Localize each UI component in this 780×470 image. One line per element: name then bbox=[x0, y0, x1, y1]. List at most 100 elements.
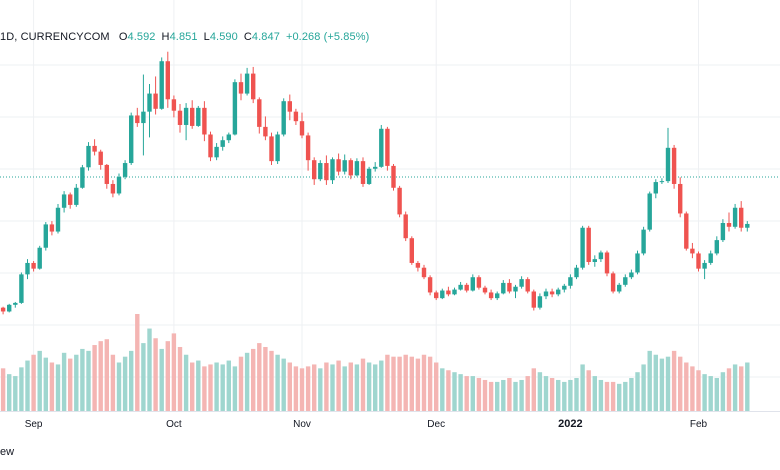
volume-bar bbox=[452, 372, 457, 411]
candle bbox=[482, 285, 488, 295]
volume-bar bbox=[391, 356, 396, 411]
candle bbox=[68, 192, 73, 209]
candle bbox=[74, 183, 79, 207]
candle-body bbox=[80, 167, 85, 188]
candle-body bbox=[434, 292, 439, 299]
candle-body bbox=[409, 238, 414, 263]
volume-bar bbox=[147, 328, 152, 411]
candle-body bbox=[726, 222, 732, 227]
x-tick-label: 2022 bbox=[558, 418, 582, 430]
volume-bar bbox=[464, 376, 469, 411]
candle-body bbox=[665, 147, 671, 182]
volume-bar bbox=[342, 366, 347, 411]
candle bbox=[702, 260, 707, 280]
candle bbox=[226, 132, 231, 144]
low-label: L bbox=[203, 31, 210, 43]
volume-bar bbox=[678, 356, 683, 411]
candle-body bbox=[641, 229, 646, 254]
volume-bar bbox=[129, 350, 134, 411]
volume-bar bbox=[7, 374, 12, 411]
candle bbox=[312, 157, 317, 185]
candle-body bbox=[678, 183, 683, 214]
volume-bar bbox=[732, 364, 738, 411]
candle bbox=[610, 271, 616, 294]
volume-bar bbox=[37, 350, 42, 411]
volume-bar bbox=[574, 378, 579, 411]
close-label: C bbox=[243, 31, 252, 43]
candle bbox=[415, 261, 421, 272]
volume-bar bbox=[696, 370, 701, 411]
volume-bar bbox=[549, 378, 555, 411]
volume-bar bbox=[318, 368, 323, 411]
volume-bar bbox=[635, 372, 640, 411]
high-value: 4.851 bbox=[169, 31, 198, 43]
candle-body bbox=[86, 145, 91, 168]
candle bbox=[708, 250, 713, 265]
candle-body bbox=[562, 285, 567, 290]
candle bbox=[586, 225, 591, 265]
candle bbox=[745, 221, 750, 232]
candle-body bbox=[531, 291, 536, 308]
candle-body bbox=[537, 296, 543, 308]
candle bbox=[129, 112, 134, 165]
volume-bar bbox=[684, 362, 689, 411]
volume-bar bbox=[403, 354, 408, 411]
candle-body bbox=[312, 160, 317, 180]
candle-body bbox=[177, 110, 183, 125]
volume-bar bbox=[641, 364, 646, 411]
candle-body bbox=[251, 73, 256, 100]
volume-bar bbox=[196, 360, 201, 411]
candle bbox=[196, 105, 201, 127]
candle bbox=[37, 245, 42, 270]
candle-body bbox=[458, 284, 463, 290]
candle bbox=[519, 276, 524, 289]
candle bbox=[19, 272, 24, 304]
candle bbox=[409, 236, 414, 265]
candle-body bbox=[617, 284, 622, 292]
volume-bar bbox=[659, 358, 665, 411]
x-tick-label: Nov bbox=[293, 419, 311, 430]
candle bbox=[647, 191, 652, 232]
candle-body bbox=[446, 290, 451, 295]
candle bbox=[147, 84, 152, 138]
candle bbox=[604, 250, 610, 277]
candle-body bbox=[714, 240, 719, 254]
candle bbox=[671, 144, 677, 189]
candle-body bbox=[397, 187, 402, 215]
candle-body bbox=[495, 293, 500, 299]
candle-body bbox=[598, 252, 604, 260]
candle bbox=[421, 264, 427, 280]
candle-body bbox=[263, 126, 268, 137]
candle-body bbox=[269, 136, 274, 162]
volume-bar bbox=[31, 354, 36, 411]
volume-bar bbox=[19, 367, 24, 411]
candle-body bbox=[720, 222, 726, 241]
volume-bar bbox=[385, 354, 390, 411]
candle bbox=[598, 250, 604, 262]
x-tick-label: Sep bbox=[25, 419, 43, 430]
volume-bar bbox=[556, 379, 561, 411]
candle-body bbox=[671, 147, 677, 184]
candle-body bbox=[556, 289, 561, 295]
candle-body bbox=[232, 82, 238, 135]
candle bbox=[165, 51, 170, 108]
candle bbox=[269, 132, 274, 165]
candle-body bbox=[391, 165, 396, 188]
candle-body bbox=[421, 267, 427, 278]
volume-bar bbox=[293, 366, 299, 411]
high-label: H bbox=[161, 31, 170, 43]
candle bbox=[629, 269, 634, 280]
candle bbox=[257, 97, 262, 134]
volume-bar bbox=[745, 362, 750, 411]
candle-body bbox=[366, 168, 372, 184]
volume-bar bbox=[458, 374, 463, 411]
volume-bar bbox=[43, 357, 48, 411]
volume-bar bbox=[269, 350, 274, 411]
candle bbox=[354, 158, 360, 177]
candle bbox=[568, 274, 573, 289]
volume-bar bbox=[501, 379, 506, 411]
volume-bar bbox=[110, 354, 116, 411]
x-tick-label: Oct bbox=[166, 419, 182, 430]
